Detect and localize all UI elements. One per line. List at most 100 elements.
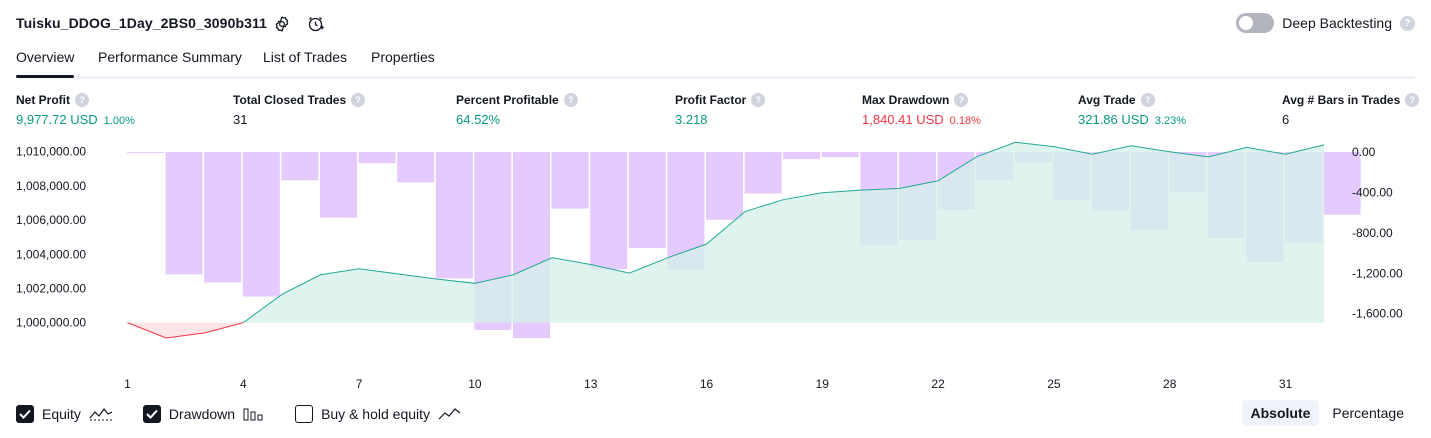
y-right-tick-label: -1,600.00 xyxy=(1352,307,1403,321)
drawdown-bar xyxy=(165,152,203,275)
metric-avg-bars: Avg # Bars in Trades? 6 xyxy=(1282,93,1420,127)
metric-avg-trade: Avg Trade? 321.86 USD 3.23% xyxy=(1078,93,1186,127)
y-right-tick-label: -800.00 xyxy=(1352,226,1393,240)
chart-legend: Equity Drawdown Buy & hold equity xyxy=(16,402,492,426)
metric-label: Avg # Bars in Trades xyxy=(1282,93,1401,107)
equity-line xyxy=(243,141,1325,324)
help-icon[interactable]: ? xyxy=(75,93,89,107)
equity-label: Equity xyxy=(42,406,81,422)
equity-drawdown-chart-svg[interactable]: 1,010,000.00 1,008,000.00 1,006,000.00 1,00… xyxy=(0,140,1431,395)
help-icon[interactable]: ? xyxy=(351,93,366,107)
legend-buy-hold-equity[interactable]: Buy & hold equity xyxy=(295,405,462,423)
metric-max-drawdown: Max Drawdown? 1,840.41 USD 0.18% xyxy=(862,93,981,127)
absolute-mode-button[interactable]: Absolute xyxy=(1241,400,1320,426)
x-tick-label: 22 xyxy=(931,377,945,391)
x-tick-label: 13 xyxy=(584,377,598,391)
avg-trade-value: 321.86 USD xyxy=(1078,112,1149,127)
x-tick-label: 25 xyxy=(1047,377,1061,391)
metric-percent-profitable: Percent Profitable? 64.52% xyxy=(456,93,578,127)
drawdown-bars-icon xyxy=(243,408,263,421)
profit-factor-value: 3.218 xyxy=(675,112,708,127)
y-left-tick-label: 1,006,000.00 xyxy=(16,213,86,227)
net-profit-value: 9,977.72 USD xyxy=(16,112,98,127)
drawdown-bar xyxy=(783,152,821,160)
deep-backtesting-control: Deep Backtesting ? xyxy=(1236,13,1415,33)
drawdown-bar xyxy=(628,152,666,249)
help-icon[interactable]: ? xyxy=(1140,93,1155,107)
help-icon[interactable]: ? xyxy=(751,93,766,107)
deep-backtesting-toggle[interactable] xyxy=(1236,13,1275,33)
buy-hold-checkbox[interactable] xyxy=(295,405,314,423)
help-icon[interactable]: ? xyxy=(954,93,969,107)
y-left-tick-label: 1,008,000.00 xyxy=(16,179,86,193)
tab-overview[interactable]: Overview xyxy=(16,49,75,78)
equity-area xyxy=(127,142,1325,323)
max-drawdown-percent: 0.18% xyxy=(949,115,981,127)
max-drawdown-value: 1,840.41 USD xyxy=(862,112,944,127)
x-tick-label: 19 xyxy=(816,377,830,391)
metrics-row: Net Profit? 9,977.72 USD 1.00% Total Clos… xyxy=(16,93,1420,133)
metric-label: Max Drawdown xyxy=(862,93,950,107)
drawdown-bar xyxy=(435,152,473,279)
drawdown-bar xyxy=(397,152,435,183)
tab-bar: Overview Performance Summary List of Tra… xyxy=(16,46,1415,79)
x-tick-label: 7 xyxy=(356,377,363,391)
drawdown-bar xyxy=(706,152,743,220)
drawdown-bar xyxy=(590,152,628,270)
drawdown-label: Drawdown xyxy=(168,406,236,422)
help-icon[interactable]: ? xyxy=(1405,93,1420,107)
y-left-tick-label: 1,010,000.00 xyxy=(16,145,86,159)
y-right-tick-label: -1,200.00 xyxy=(1352,266,1403,280)
scale-mode-switch: Absolute Percentage xyxy=(1241,400,1414,426)
drawdown-checkbox[interactable] xyxy=(142,405,161,423)
drawdown-bar xyxy=(358,152,396,164)
x-tick-label: 28 xyxy=(1163,377,1177,391)
y-right-tick-label: 0.00 xyxy=(1352,145,1376,159)
help-icon[interactable]: ? xyxy=(563,93,578,107)
x-tick-label: 31 xyxy=(1279,377,1293,391)
help-icon[interactable]: ? xyxy=(1400,15,1415,31)
legend-drawdown[interactable]: Drawdown xyxy=(142,405,265,423)
equity-area-icon xyxy=(89,408,113,421)
drawdown-bar xyxy=(242,152,280,297)
y-left-tick-label: 1,002,000.00 xyxy=(16,281,86,295)
metric-label: Profit Factor xyxy=(675,93,747,107)
metric-label: Net Profit xyxy=(16,93,70,107)
x-tick-label: 4 xyxy=(240,377,247,391)
drawdown-bar xyxy=(821,152,859,158)
add-alert-clock-icon[interactable] xyxy=(305,13,327,35)
x-tick-label: 1 xyxy=(124,377,131,391)
legend-equity[interactable]: Equity xyxy=(16,405,113,423)
tab-list-of-trades[interactable]: List of Trades xyxy=(263,49,348,65)
percent-profitable-value: 64.52% xyxy=(456,112,501,127)
buy-hold-line-icon xyxy=(438,408,461,420)
total-closed-trades-value: 31 xyxy=(233,112,248,127)
tab-performance-summary[interactable]: Performance Summary xyxy=(98,49,242,65)
avg-trade-percent: 3.23% xyxy=(1154,115,1187,127)
equity-checkbox[interactable] xyxy=(16,405,34,423)
metric-label: Percent Profitable xyxy=(456,93,559,107)
net-profit-percent: 1.00% xyxy=(103,115,135,127)
drawdown-bar xyxy=(744,152,782,194)
avg-bars-value: 6 xyxy=(1282,112,1290,127)
y-left-tick-label: 1,004,000.00 xyxy=(16,247,86,261)
drawdown-bar xyxy=(127,152,164,154)
percentage-mode-button[interactable]: Percentage xyxy=(1332,405,1404,421)
y-right-tick-label: -400.00 xyxy=(1352,185,1393,199)
deep-backtesting-label: Deep Backtesting xyxy=(1282,15,1392,31)
equity-chart[interactable]: 1,010,000.00 1,008,000.00 1,006,000.00 1,00… xyxy=(0,140,1431,395)
x-tick-label: 10 xyxy=(468,377,482,391)
strategy-header: Tuisku_DDOG_1Day_2BS0_3090b311 Deep Back… xyxy=(16,10,1415,38)
metric-total-closed-trades: Total Closed Trades? 31 xyxy=(233,93,366,127)
drawdown-bar xyxy=(551,152,589,209)
x-tick-label: 16 xyxy=(700,377,714,391)
drawdown-bar xyxy=(1323,152,1361,215)
metric-label: Avg Trade xyxy=(1078,93,1136,107)
drawdown-bar xyxy=(204,152,242,283)
metric-net-profit: Net Profit? 9,977.72 USD 1.00% xyxy=(16,93,135,127)
strategy-name: Tuisku_DDOG_1Day_2BS0_3090b311 xyxy=(16,15,267,31)
settings-gear-icon[interactable] xyxy=(271,13,293,35)
tab-properties[interactable]: Properties xyxy=(371,49,435,65)
metric-label: Total Closed Trades xyxy=(233,93,347,107)
drawdown-bar xyxy=(320,152,357,218)
